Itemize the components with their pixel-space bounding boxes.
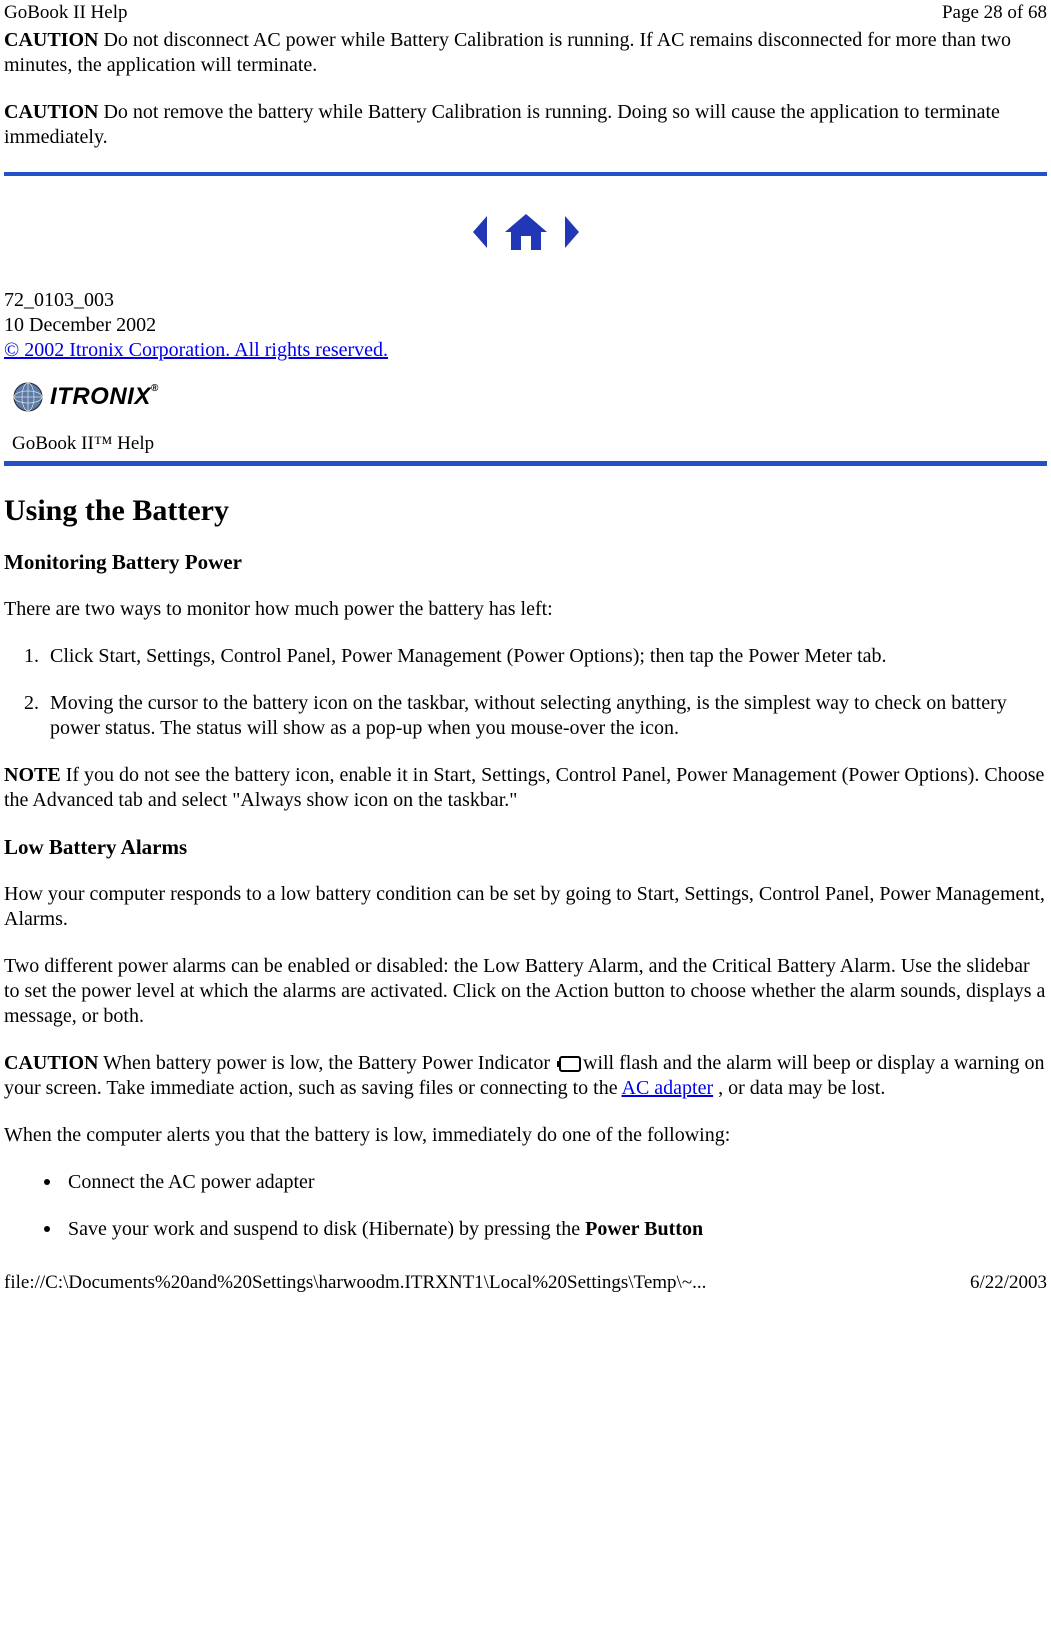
- alarms-para-3: When the computer alerts you that the ba…: [4, 1123, 1047, 1148]
- intro-paragraph: There are two ways to monitor how much p…: [4, 597, 1047, 622]
- page-number: Page 28 of 68: [942, 2, 1047, 24]
- print-date: 6/22/2003: [970, 1272, 1047, 1294]
- page-header: GoBook II Help Page 28 of 68: [4, 0, 1047, 28]
- divider-thick: [4, 461, 1047, 466]
- list-item: Moving the cursor to the battery icon on…: [44, 691, 1047, 741]
- nav-icons: [4, 212, 1047, 252]
- caution-label: CAUTION: [4, 101, 98, 123]
- caution-3-pre: When battery power is low, the Battery P…: [98, 1052, 555, 1074]
- caution-1-text: Do not disconnect AC power while Battery…: [4, 29, 1011, 76]
- doc-meta: 72_0103_003 10 December 2002 © 2002 Itro…: [4, 288, 1047, 363]
- itronix-logo: ITRONIX®: [4, 369, 1047, 413]
- subsection-alarms: Low Battery Alarms: [4, 835, 1047, 860]
- caution-1: CAUTION Do not disconnect AC power while…: [4, 28, 1047, 78]
- caution-2: CAUTION Do not remove the battery while …: [4, 100, 1047, 150]
- caution-3: CAUTION When battery power is low, the B…: [4, 1051, 1047, 1101]
- help-label: GoBook II™ Help: [4, 429, 1047, 459]
- bullet-bold: Power Button: [585, 1218, 703, 1240]
- note-1: NOTE If you do not see the battery icon,…: [4, 763, 1047, 813]
- caution-3-tail: , or data may be lost.: [713, 1077, 885, 1099]
- doc-title: GoBook II Help: [4, 2, 127, 24]
- alarms-para-2: Two different power alarms can be enable…: [4, 954, 1047, 1029]
- page-footer: file://C:\Documents%20and%20Settings\har…: [4, 1264, 1047, 1296]
- caution-label: CAUTION: [4, 29, 98, 51]
- list-item: Save your work and suspend to disk (Hibe…: [44, 1217, 1047, 1242]
- note-label: NOTE: [4, 764, 61, 786]
- ac-adapter-link[interactable]: AC adapter: [622, 1077, 714, 1099]
- note-1-text: If you do not see the battery icon, enab…: [4, 764, 1044, 811]
- subsection-monitoring: Monitoring Battery Power: [4, 550, 1047, 575]
- list-item: Connect the AC power adapter: [44, 1170, 1047, 1195]
- section-title: Using the Battery: [4, 494, 1047, 528]
- nav-icon-group: [471, 212, 581, 252]
- caution-label: CAUTION: [4, 1052, 98, 1074]
- doc-date: 10 December 2002: [4, 313, 1047, 338]
- caution-2-text: Do not remove the battery while Battery …: [4, 101, 1000, 148]
- alarms-para-1: How your computer responds to a low batt…: [4, 882, 1047, 932]
- globe-icon: [12, 381, 44, 413]
- copyright-link[interactable]: © 2002 Itronix Corporation. All rights r…: [4, 339, 388, 361]
- doc-number: 72_0103_003: [4, 288, 1047, 313]
- home-icon[interactable]: [505, 214, 547, 250]
- prev-arrow-icon[interactable]: [473, 216, 487, 248]
- file-path: file://C:\Documents%20and%20Settings\har…: [4, 1272, 706, 1294]
- divider: [4, 172, 1047, 176]
- battery-indicator-icon: [556, 1056, 582, 1072]
- next-arrow-icon[interactable]: [565, 216, 579, 248]
- bullet-pre: Save your work and suspend to disk (Hibe…: [68, 1218, 585, 1240]
- bullet-list: Connect the AC power adapter Save your w…: [44, 1170, 1047, 1242]
- numbered-steps: Click Start, Settings, Control Panel, Po…: [44, 644, 1047, 741]
- list-item: Click Start, Settings, Control Panel, Po…: [44, 644, 1047, 669]
- logo-wordmark: ITRONIX®: [50, 383, 159, 411]
